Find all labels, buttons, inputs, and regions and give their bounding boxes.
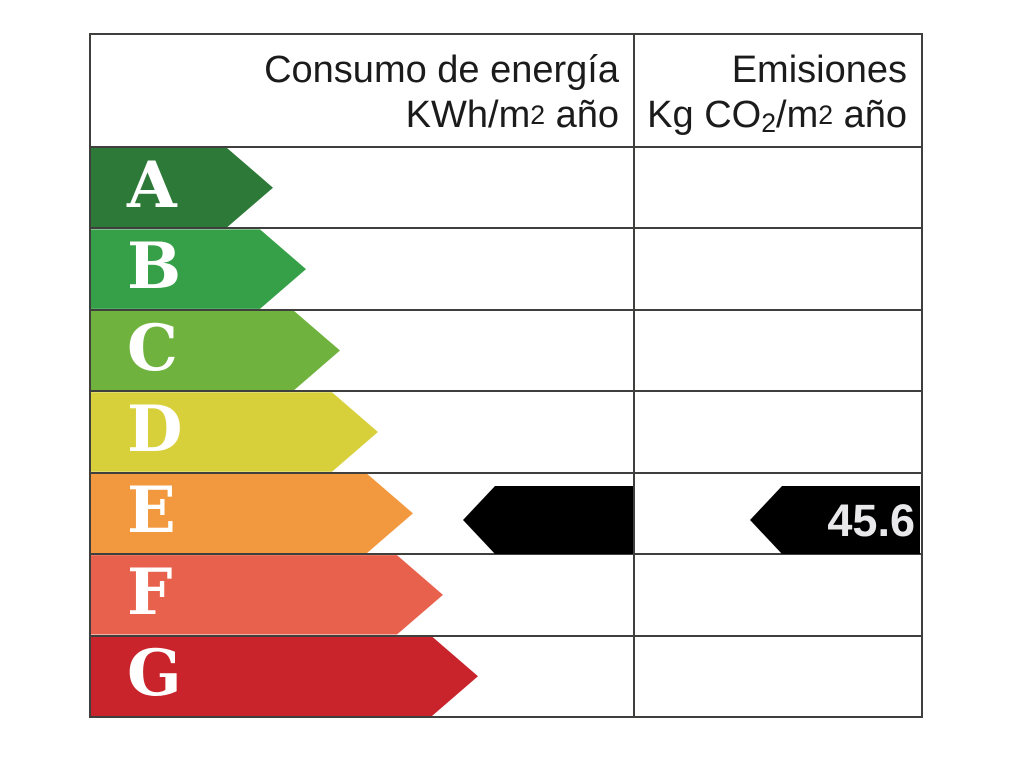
consumption-header-title: Consumo de energía bbox=[264, 49, 619, 91]
rating-bar-b: B bbox=[91, 229, 306, 308]
consumption-column-header: Consumo de energía KWh/m2 año bbox=[91, 35, 633, 146]
rating-grade-letter: E bbox=[127, 473, 176, 549]
rating-bar-d: D bbox=[91, 392, 378, 471]
emissions-header-unit: Kg CO2/m2 año bbox=[647, 94, 907, 138]
subscript-2: 2 bbox=[761, 107, 777, 138]
energy-rating-table: Consumo de energía KWh/m2 año Emisiones … bbox=[89, 33, 923, 718]
rating-row-b: B bbox=[91, 227, 921, 308]
consumption-value-arrow-icon bbox=[463, 486, 633, 554]
rating-bar-a: A bbox=[91, 148, 273, 227]
rating-row-d: D bbox=[91, 390, 921, 471]
emissions-value: 45.6 bbox=[827, 494, 915, 546]
rating-row-e: E bbox=[91, 471, 921, 553]
rating-row-c: C bbox=[91, 308, 921, 390]
rating-grade-letter: D bbox=[127, 391, 183, 467]
superscript-2: 2 bbox=[530, 99, 546, 130]
emissions-header-title: Emisiones bbox=[731, 49, 907, 91]
rating-grade-letter: C bbox=[127, 310, 178, 386]
rating-bar-g: G bbox=[91, 637, 478, 716]
rating-grade-letter: B bbox=[127, 229, 182, 305]
column-divider bbox=[633, 35, 635, 716]
rating-grade-letter: A bbox=[127, 147, 177, 223]
emissions-value-arrow-icon: 45.6 bbox=[750, 486, 920, 554]
rating-grade-letter: G bbox=[127, 636, 182, 712]
rating-bar-e: E bbox=[91, 474, 413, 553]
rating-bar-f: F bbox=[91, 555, 443, 634]
table-header: Consumo de energía KWh/m2 año Emisiones … bbox=[91, 35, 921, 146]
rating-row-f: F bbox=[91, 553, 921, 634]
rating-row-g: G bbox=[91, 634, 921, 716]
superscript-2: 2 bbox=[818, 99, 834, 130]
consumption-header-unit: KWh/m2 año bbox=[405, 94, 619, 136]
rating-bar-c: C bbox=[91, 311, 340, 390]
emissions-column-header: Emisiones Kg CO2/m2 año bbox=[633, 35, 921, 146]
rating-row-a: A bbox=[91, 146, 921, 227]
rating-grade-letter: F bbox=[127, 554, 173, 630]
